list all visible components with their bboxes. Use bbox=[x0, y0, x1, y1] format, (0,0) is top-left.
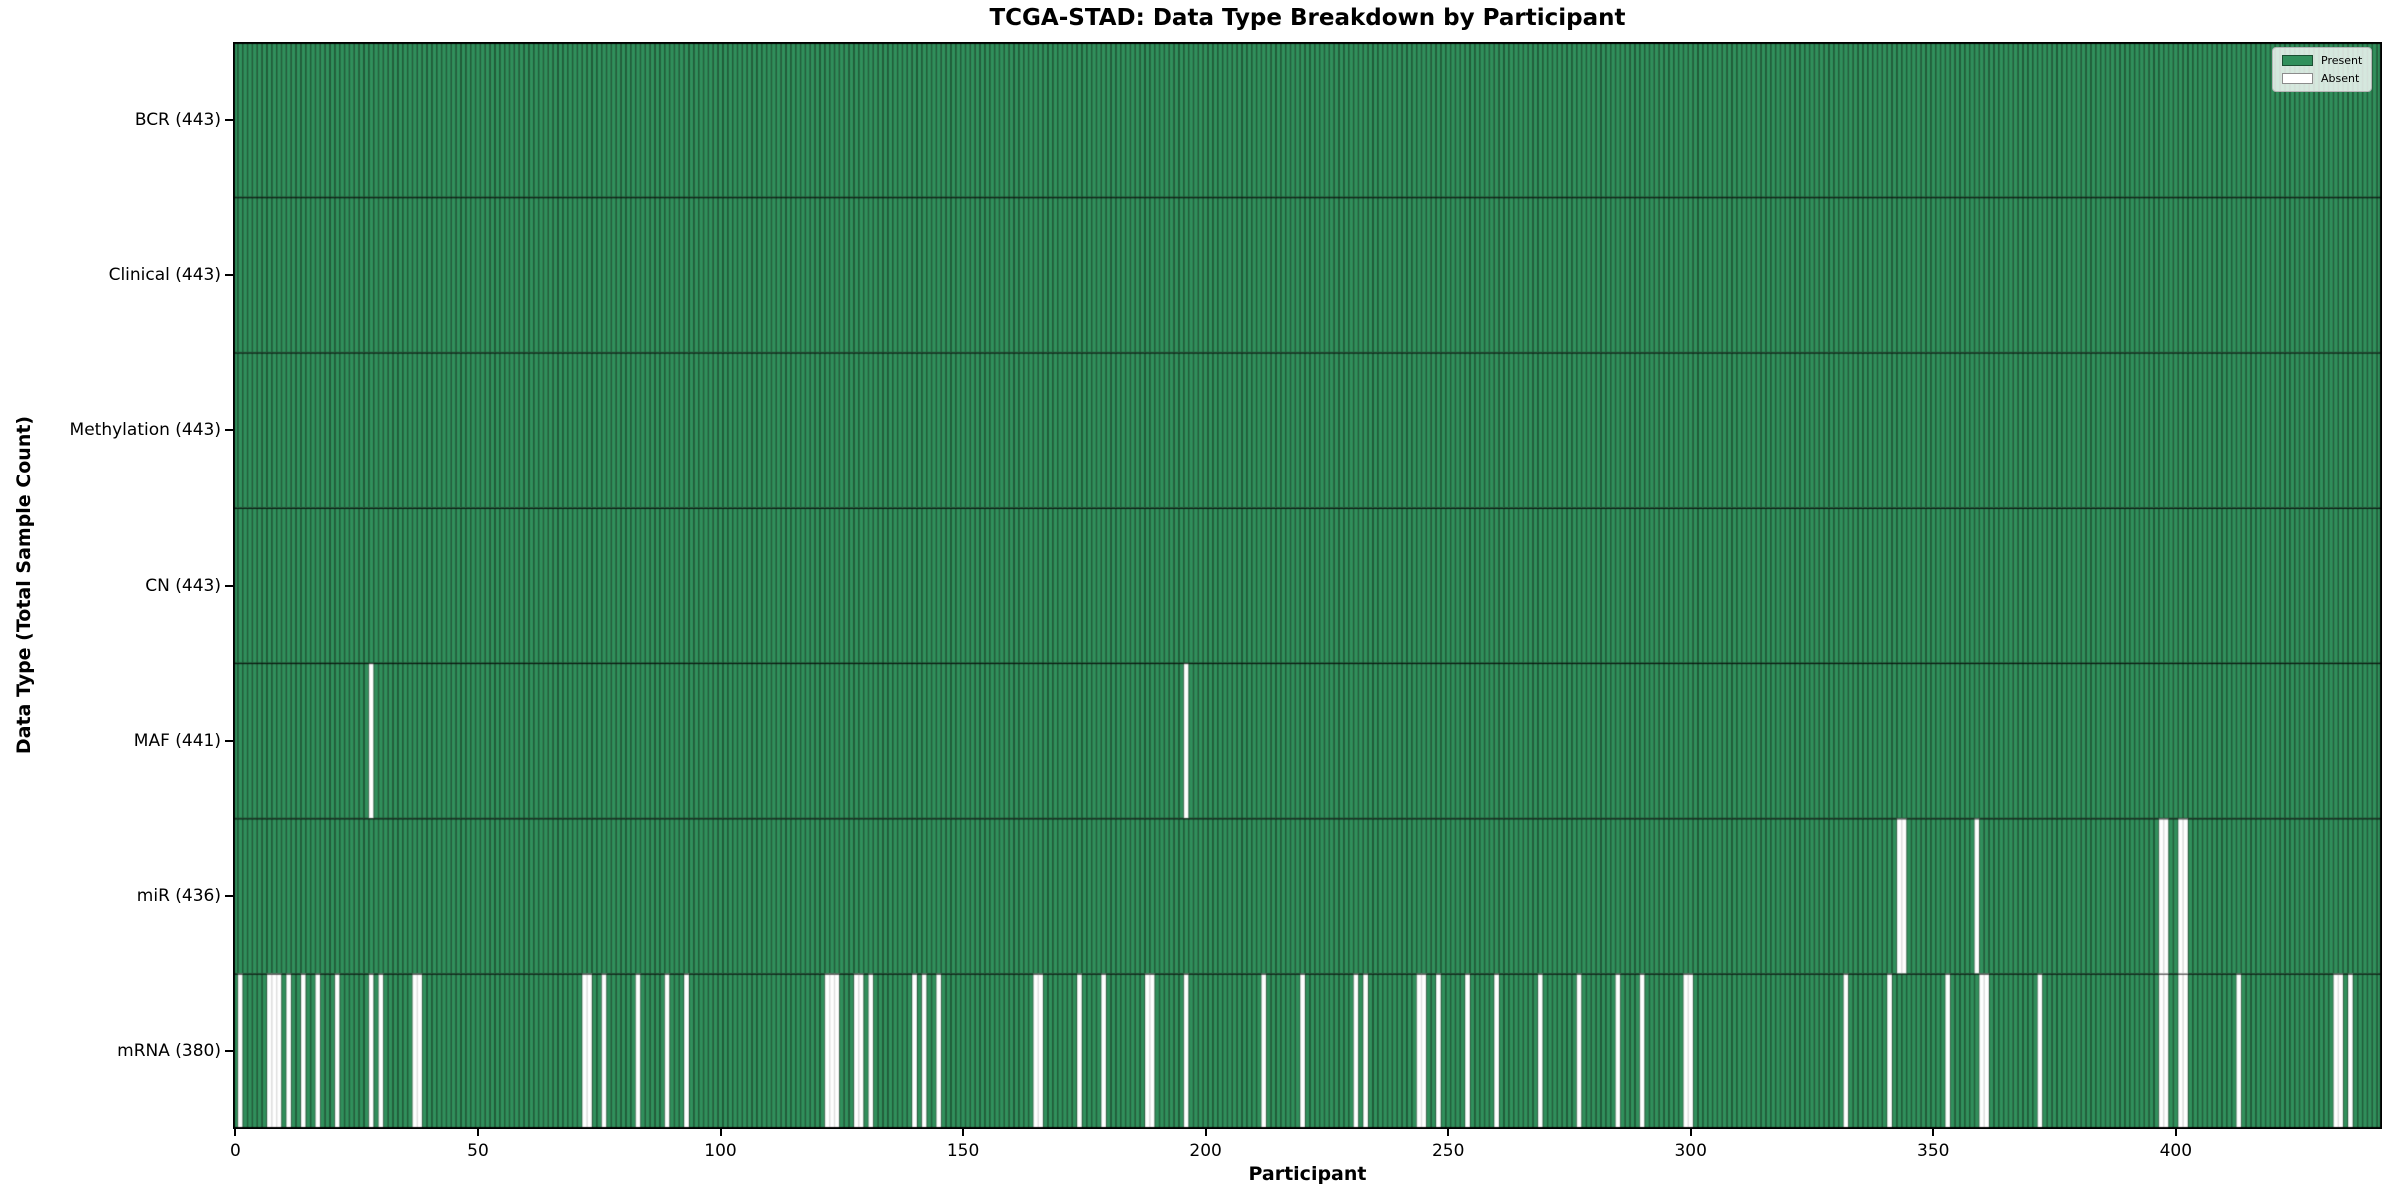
legend-label: Present bbox=[2321, 54, 2363, 67]
y-tick-label-MAF: MAF (441) bbox=[133, 730, 221, 751]
legend-entry-present: Present bbox=[2282, 54, 2362, 67]
x-tick-mark bbox=[1932, 1129, 1935, 1136]
legend: Present Absent bbox=[2272, 47, 2373, 92]
heatmap-canvas bbox=[233, 42, 2382, 1129]
x-tick-label-350: 350 bbox=[1917, 1141, 1950, 1161]
x-tick-mark bbox=[962, 1129, 965, 1136]
y-tick-mark bbox=[225, 118, 233, 121]
y-tick-mark bbox=[225, 739, 233, 742]
x-tick-label-150: 150 bbox=[946, 1141, 980, 1161]
chart-title: TCGA-STAD: Data Type Breakdown by Partic… bbox=[989, 5, 1626, 31]
y-tick-mark bbox=[225, 1050, 233, 1053]
legend-label: Absent bbox=[2321, 72, 2360, 85]
x-tick-mark bbox=[1689, 1129, 1692, 1136]
y-tick-label-BCR: BCR (443) bbox=[134, 109, 221, 130]
x-tick-mark bbox=[719, 1129, 722, 1136]
y-tick-label-miR: miR (436) bbox=[136, 886, 221, 907]
legend-swatch-present bbox=[2282, 55, 2313, 66]
x-tick-label-250: 250 bbox=[1431, 1141, 1465, 1161]
legend-swatch-absent bbox=[2282, 73, 2313, 84]
y-tick-mark bbox=[225, 895, 233, 898]
y-tick-label-Methylation: Methylation (443) bbox=[69, 420, 221, 441]
x-tick-mark bbox=[1204, 1129, 1207, 1136]
x-tick-label-400: 400 bbox=[2159, 1141, 2193, 1161]
y-tick-mark bbox=[225, 273, 233, 276]
y-tick-label-mRNA: mRNA (380) bbox=[117, 1041, 221, 1062]
x-tick-label-200: 200 bbox=[1189, 1141, 1222, 1161]
legend-entry-absent: Absent bbox=[2282, 72, 2362, 85]
x-tick-label-100: 100 bbox=[704, 1141, 737, 1161]
y-tick-mark bbox=[225, 584, 233, 587]
y-tick-label-Clinical: Clinical (443) bbox=[108, 264, 221, 285]
x-tick-label-300: 300 bbox=[1674, 1141, 1707, 1161]
x-tick-mark bbox=[1447, 1129, 1450, 1136]
x-tick-mark bbox=[476, 1129, 479, 1136]
x-tick-label-0: 0 bbox=[230, 1141, 241, 1161]
x-tick-label-50: 50 bbox=[467, 1141, 489, 1161]
x-tick-mark bbox=[234, 1129, 237, 1136]
x-tick-mark bbox=[2174, 1129, 2177, 1136]
y-tick-mark bbox=[225, 429, 233, 432]
y-tick-label-CN: CN (443) bbox=[145, 575, 221, 596]
x-axis-title: Participant bbox=[1248, 1163, 1367, 1185]
